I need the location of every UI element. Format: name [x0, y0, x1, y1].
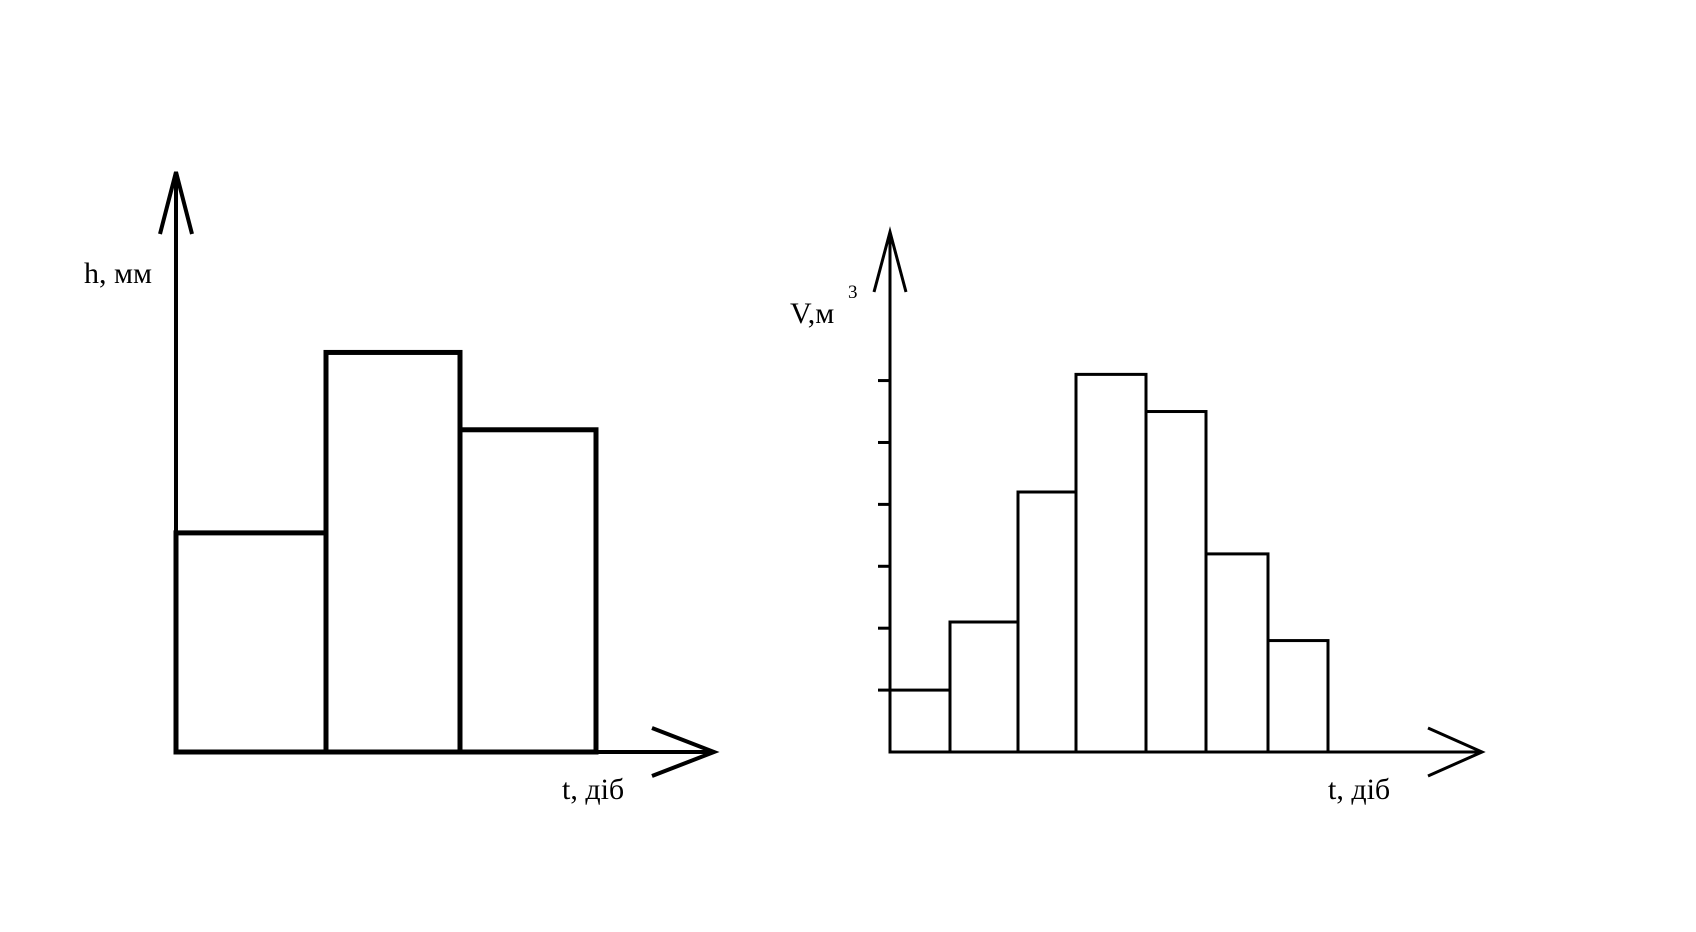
chart-2-y-axis-label-superscript: 3 [848, 282, 858, 303]
chart-2: V,м 3 t, діб [790, 226, 1486, 806]
chart-1-bar-1 [173, 530, 329, 755]
chart-2-bar-2 [948, 620, 1020, 754]
chart-2-y-ticks [878, 379, 890, 692]
chart-2-bars [888, 372, 1330, 754]
chart-2-y-axis [872, 226, 908, 752]
chart-1-bars [173, 349, 599, 755]
chart-2-bar-5 [1144, 410, 1208, 754]
chart-2-bar-3 [1016, 490, 1078, 754]
chart-2-y-axis-label: V,м [790, 297, 834, 330]
chart-2-bar-6 [1204, 552, 1270, 754]
chart-2-x-axis-label: t, діб [1328, 773, 1390, 806]
chart-2-bar-1 [888, 688, 952, 754]
chart-1-x-axis-label: t, діб [562, 773, 624, 806]
chart-2-x-axis [890, 726, 1486, 778]
chart-1-x-axis [176, 726, 720, 778]
chart-1-y-axis [158, 171, 194, 752]
chart-1: h, мм t, діб [84, 171, 720, 806]
chart-2-bar-7 [1266, 639, 1330, 754]
chart-1-bar-3 [457, 427, 599, 755]
chart-1-y-axis-label: h, мм [84, 257, 152, 290]
chart-1-bar-2 [323, 349, 463, 755]
chart-2-bar-4 [1074, 372, 1148, 754]
